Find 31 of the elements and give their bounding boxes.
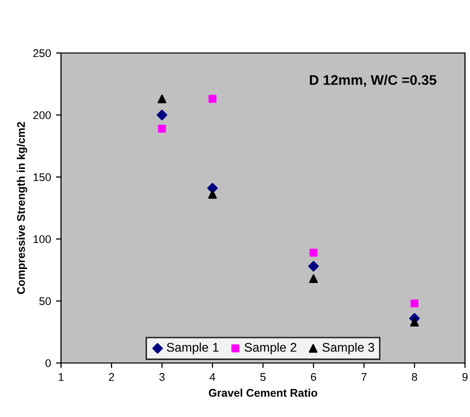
point xyxy=(410,318,419,326)
x-tick-label: 9 xyxy=(462,373,468,381)
y-tick-label: 150 xyxy=(34,173,51,182)
point xyxy=(410,300,418,308)
point xyxy=(308,260,319,272)
y-tick-label: 50 xyxy=(39,297,51,306)
x-tick-label: 3 xyxy=(159,373,165,381)
x-tick-label: 6 xyxy=(310,373,316,381)
point xyxy=(208,94,216,103)
y-tick-label: 0 xyxy=(46,359,51,368)
legend-label: Sample 3 xyxy=(322,342,374,354)
y-tick-label: 250 xyxy=(33,49,51,58)
y-tick-label: 200 xyxy=(33,111,51,120)
x-tick-label: 7 xyxy=(361,373,367,381)
legend-label: Sample 1 xyxy=(166,342,218,354)
point xyxy=(156,110,168,120)
y-axis-title: Compressive Strength in kg/cm2 xyxy=(16,122,28,294)
point xyxy=(208,190,217,199)
annotation: D 12mm, W/C =0.35 xyxy=(310,74,436,87)
legend-label: Sample 2 xyxy=(244,342,296,354)
point xyxy=(158,124,166,133)
point xyxy=(310,248,318,257)
x-tick-label: 8 xyxy=(412,373,418,381)
x-tick-label: 4 xyxy=(210,373,216,381)
point xyxy=(158,94,166,104)
y-tick-label: 100 xyxy=(34,235,51,244)
x-axis-title: Gravel Cement Ratio xyxy=(208,388,318,397)
point xyxy=(309,274,318,284)
x-tick-label: 5 xyxy=(260,373,266,381)
x-tick-label: 1 xyxy=(58,373,64,381)
x-tick-label: 2 xyxy=(108,373,114,381)
